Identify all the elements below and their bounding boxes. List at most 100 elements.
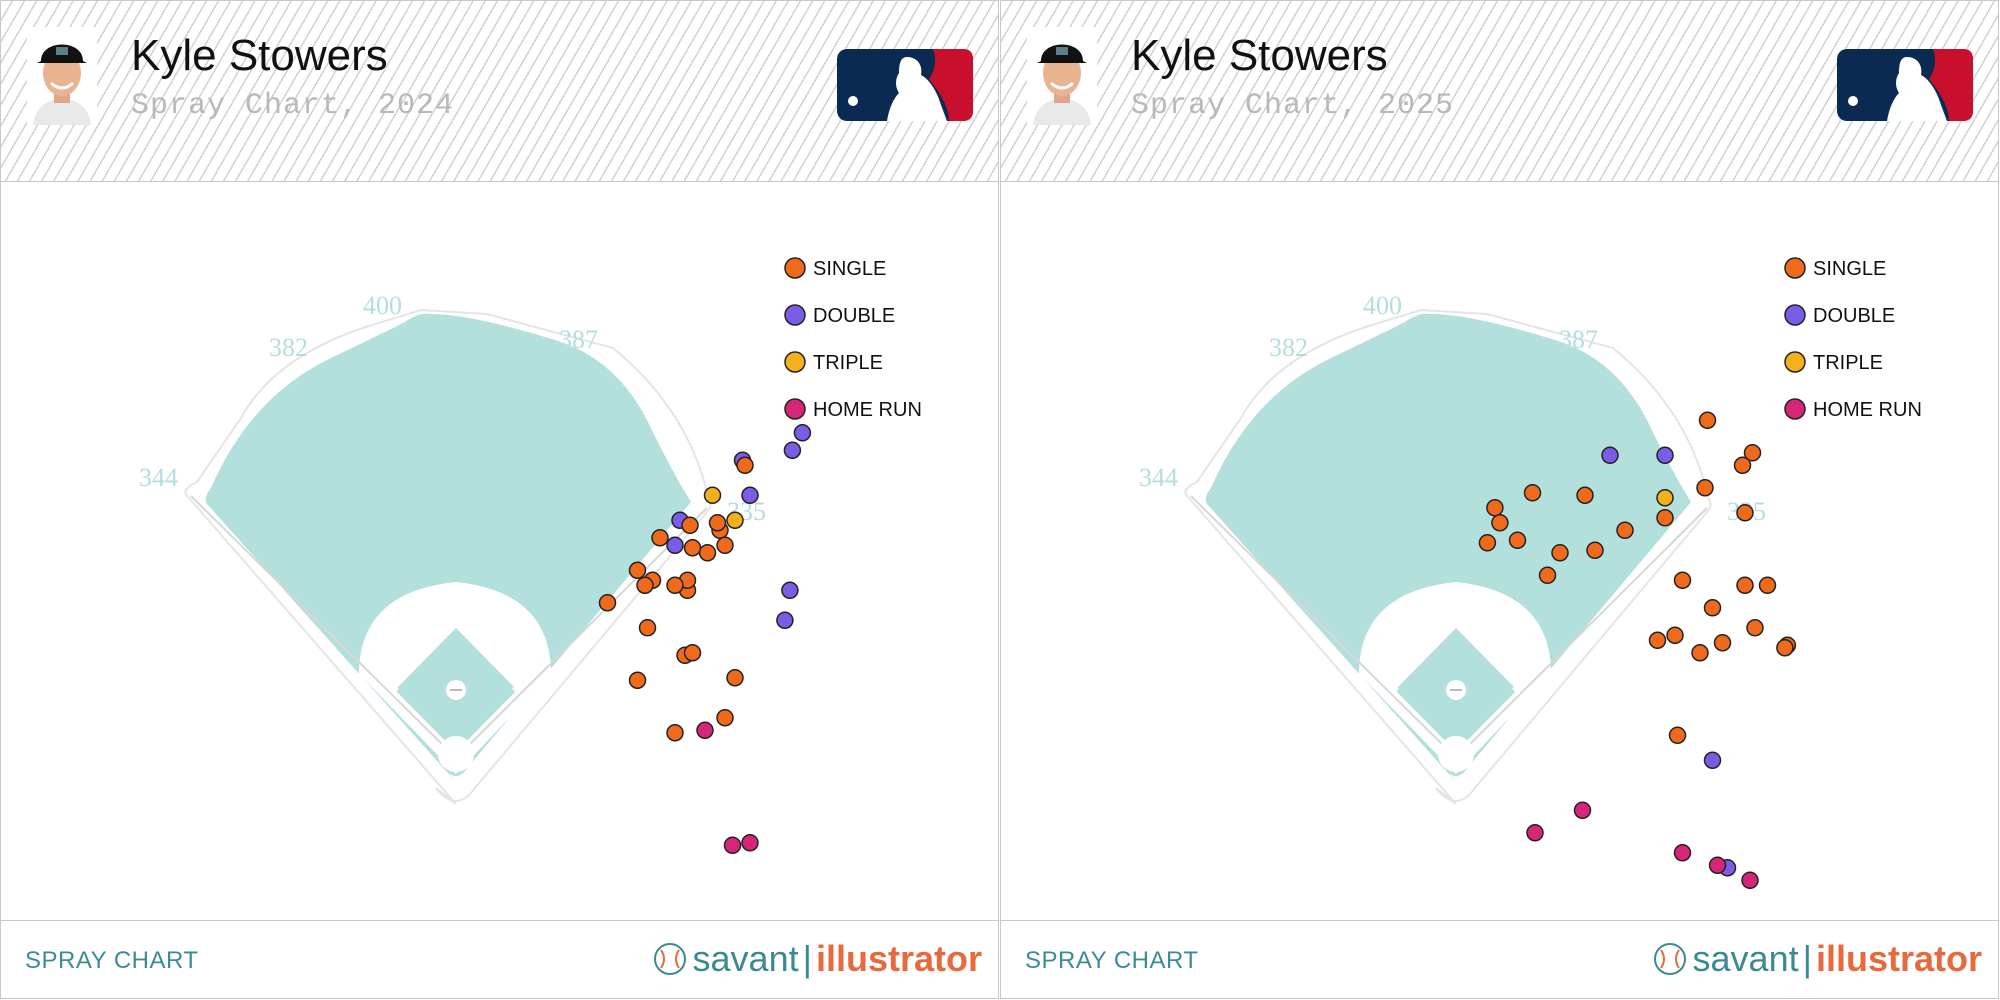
left-foul-line: [190, 495, 457, 759]
batted-ball-double: [1656, 446, 1674, 465]
batted-ball-single: [736, 456, 754, 475]
batted-ball-single: [1491, 514, 1509, 532]
fence-distance-left-center: 382: [1269, 333, 1308, 362]
legend-label-single: SINGLE: [1813, 258, 1886, 280]
spray-chart-panel-2024: Kyle Stowers Spray Chart, 2024: [0, 0, 999, 999]
legend-label-double: DOUBLE: [1813, 305, 1895, 327]
batted-balls: [1478, 411, 1797, 890]
batted-ball-single: [1736, 576, 1754, 595]
spray-chart-plot: 344 382 400 387 335 SINGLE DOUBLE TRIPLE…: [139, 257, 922, 855]
panel-header: Kyle Stowers Spray Chart, 2024: [1, 1, 998, 182]
batted-ball-single: [628, 671, 647, 690]
brand-separator: |: [1802, 938, 1812, 979]
panel-footer: SPRAY CHART savant | illustrator: [1001, 920, 1998, 998]
legend-marker-single: [784, 257, 806, 279]
legend-marker-home-run: [784, 398, 806, 420]
footer-label: SPRAY CHART: [1025, 947, 1199, 974]
batted-ball-single: [1478, 534, 1497, 552]
batted-ball-single: [636, 576, 654, 595]
batted-ball-single: [1551, 544, 1569, 562]
batted-ball-home-run: [741, 834, 759, 852]
baseball-icon: [1653, 943, 1686, 975]
batted-balls: [598, 424, 812, 855]
legend-label-single: SINGLE: [813, 258, 886, 280]
first-base: [512, 683, 522, 694]
batted-ball-single: [726, 669, 744, 687]
home-plate-circle: [1438, 736, 1474, 772]
fence-distances: 344 382 400 387 335: [1139, 291, 1766, 526]
batted-ball-home-run: [696, 721, 714, 740]
batted-ball-single: [1648, 631, 1667, 650]
batted-ball-single: [1703, 599, 1722, 617]
batted-ball-single: [1733, 456, 1752, 475]
fence-distance-right-center: 387: [1559, 325, 1598, 354]
chart-subtitle: Spray Chart, 2025: [1131, 89, 1455, 123]
batted-ball-single: [1736, 504, 1754, 522]
home-plate-circle: [438, 736, 474, 772]
ballpark: [184, 308, 712, 805]
batted-ball-single: [1698, 411, 1717, 430]
batted-ball-single: [1746, 619, 1764, 637]
batted-ball-single: [628, 561, 647, 580]
batted-ball-single: [681, 516, 699, 535]
legend-label-home-run: HOME RUN: [813, 399, 922, 421]
batted-ball-single: [698, 544, 717, 562]
right-foul-line: [455, 507, 708, 759]
legend-label-home-run: HOME RUN: [1813, 399, 1922, 421]
batted-ball-home-run: [1573, 801, 1592, 820]
fence-distance-center: 400: [1363, 291, 1402, 320]
batted-ball-single: [666, 576, 684, 595]
legend-marker-triple: [1784, 351, 1806, 373]
batted-ball-single: [1743, 444, 1762, 462]
batted-ball-single: [1508, 531, 1527, 550]
batted-ball-single: [651, 529, 669, 547]
player-name: Kyle Stowers: [1131, 31, 1388, 80]
batted-ball-double: [781, 581, 799, 600]
batted-ball-home-run: [723, 836, 742, 855]
batted-ball-single: [1486, 499, 1504, 517]
batted-ball-single: [683, 539, 702, 557]
legend: SINGLE DOUBLE TRIPLE HOME RUN: [784, 257, 922, 421]
first-base: [1512, 683, 1522, 694]
batted-ball-single: [1666, 626, 1684, 645]
batted-ball-double: [666, 536, 684, 555]
batted-ball-triple: [703, 486, 722, 505]
baseball-icon: [653, 943, 686, 975]
outfield-grass: [205, 313, 691, 782]
batted-ball-single: [1668, 726, 1687, 745]
batted-ball-single: [1523, 484, 1542, 502]
right-foul-line: [1455, 507, 1708, 759]
fence-distance-left: 344: [1139, 463, 1178, 492]
batted-ball-single: [666, 724, 684, 742]
spray-chart-plot: 344 382 400 387 335 SINGLE DOUBLE TRIPLE…: [1139, 257, 1922, 890]
batted-ball-double: [1703, 751, 1722, 770]
batted-ball-single: [598, 594, 617, 612]
batted-ball-single: [1713, 634, 1732, 652]
batted-ball-single: [1576, 486, 1594, 505]
panel-footer: SPRAY CHART savant | illustrator: [1, 920, 998, 998]
legend: SINGLE DOUBLE TRIPLE HOME RUN: [1784, 257, 1922, 421]
batted-ball-double: [776, 611, 794, 630]
brand-savant: savant: [692, 938, 799, 979]
batted-ball-single: [683, 644, 702, 662]
batted-ball-home-run: [1673, 844, 1692, 862]
panel-header: Kyle Stowers Spray Chart, 2025: [1001, 1, 1998, 182]
legend-marker-home-run: [1784, 398, 1806, 420]
batted-ball-double: [793, 424, 812, 442]
batted-ball-single: [716, 536, 734, 555]
mlb-logo-icon: [1837, 49, 1973, 121]
outfield-grass: [1205, 313, 1691, 782]
batted-ball-single: [1696, 479, 1714, 497]
batted-ball-single: [716, 709, 734, 727]
batted-ball-home-run: [1708, 856, 1727, 875]
batted-ball-single: [638, 619, 657, 637]
legend-marker-triple: [784, 351, 806, 373]
brand-separator: |: [802, 938, 812, 979]
player-headshot: [27, 27, 97, 125]
batted-ball-double: [1601, 446, 1619, 465]
batted-ball-single: [1673, 571, 1692, 590]
batted-ball-home-run: [1741, 871, 1759, 890]
fence-distance-right-center: 387: [559, 325, 598, 354]
fence-distance-center: 400: [363, 291, 402, 320]
